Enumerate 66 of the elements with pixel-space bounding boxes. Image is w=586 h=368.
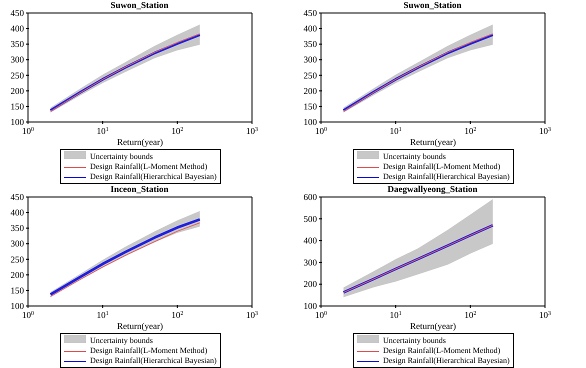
x-tick-label: 10$^{1}$ xyxy=(390,310,402,320)
y-tick-label: 350 xyxy=(10,223,24,234)
legend-label: Design Rainfall(L-Moment Method) xyxy=(89,162,208,172)
x-axis-title: Return(year) xyxy=(117,321,163,331)
x-tick-label: 10$^{2}$ xyxy=(171,310,184,320)
x-tick-label: 10$^{3}$ xyxy=(246,310,258,320)
x-tick-label: 10$^{3}$ xyxy=(539,126,551,136)
y-tick-label: 400 xyxy=(10,24,24,34)
y-tick-label: 350 xyxy=(10,39,24,50)
x-tick-label: 10$^{1}$ xyxy=(96,126,109,136)
x-tick-label: 10$^{3}$ xyxy=(246,126,258,136)
y-tick-label: 300 xyxy=(304,257,318,268)
y-tick-label: 200 xyxy=(304,86,318,96)
legend-label: Uncertainty bounds xyxy=(382,335,447,346)
y-tick-label: 100 xyxy=(304,301,318,311)
y-tick-label: 150 xyxy=(304,101,318,112)
legend-label: Uncertainty bounds xyxy=(382,151,447,162)
y-tick-label: 150 xyxy=(10,101,24,112)
y-tick-label: 100 xyxy=(10,117,24,127)
y-tick-label: 150 xyxy=(10,285,24,296)
y-tick-label: 400 xyxy=(10,208,24,218)
legend-label: Design Rainfall(L-Moment Method) xyxy=(382,346,502,356)
y-tick-label: 200 xyxy=(10,270,24,280)
y-tick-label: 600 xyxy=(304,192,318,202)
y-tick-label: 450 xyxy=(10,8,24,18)
x-tick-label: 10$^{0}$ xyxy=(22,310,34,320)
chart-title: Suwon_Station xyxy=(109,0,170,10)
y-tick-label: 500 xyxy=(304,214,318,224)
legend-label: Design Rainfall(Hierarchical Bayesian) xyxy=(382,172,510,182)
x-tick-label: 10$^{0}$ xyxy=(22,126,34,136)
x-tick-label: 10$^{0}$ xyxy=(315,126,327,136)
y-tick-label: 350 xyxy=(304,39,318,50)
x-axis-title: Return(year) xyxy=(410,137,456,147)
x-tick-label: 10$^{1}$ xyxy=(390,126,402,136)
legend-label: Design Rainfall(Hierarchical Bayesian) xyxy=(89,172,217,182)
x-tick-label: 10$^{1}$ xyxy=(96,310,109,320)
y-tick-label: 300 xyxy=(10,54,24,65)
legend-label: Uncertainty bounds xyxy=(89,335,154,346)
x-axis-title: Return(year) xyxy=(410,321,456,331)
chart-title: Daegwallyeong_Station xyxy=(386,184,478,194)
x-axis-title: Return(year) xyxy=(117,137,163,147)
y-tick-label: 400 xyxy=(304,236,318,246)
y-tick-label: 300 xyxy=(304,54,318,65)
y-tick-label: 100 xyxy=(304,117,318,127)
y-tick-label: 300 xyxy=(10,238,24,249)
y-tick-label: 400 xyxy=(304,24,318,34)
legend-label: Design Rainfall(Hierarchical Bayesian) xyxy=(89,356,217,366)
x-tick-label: 10$^{3}$ xyxy=(539,310,551,320)
x-tick-label: 10$^{0}$ xyxy=(315,310,327,320)
y-tick-label: 450 xyxy=(304,8,318,18)
x-tick-label: 10$^{2}$ xyxy=(464,126,476,136)
y-tick-label: 250 xyxy=(10,254,24,264)
y-tick-label: 100 xyxy=(10,301,24,311)
legend-label: Design Rainfall(L-Moment Method) xyxy=(89,346,208,356)
y-tick-label: 250 xyxy=(10,70,24,80)
x-tick-label: 10$^{2}$ xyxy=(464,310,476,320)
legend-label: Uncertainty bounds xyxy=(89,151,154,162)
y-tick-label: 200 xyxy=(10,86,24,96)
legend-label: Design Rainfall(Hierarchical Bayesian) xyxy=(382,356,510,366)
y-tick-label: 250 xyxy=(304,70,318,80)
chart-title: Suwon_Station xyxy=(402,0,463,10)
y-tick-label: 450 xyxy=(10,192,24,202)
legend-label: Design Rainfall(L-Moment Method) xyxy=(382,162,502,172)
y-tick-label: 200 xyxy=(304,279,318,290)
chart-title: Inceon_Station xyxy=(109,184,170,194)
x-tick-label: 10$^{2}$ xyxy=(171,126,184,136)
